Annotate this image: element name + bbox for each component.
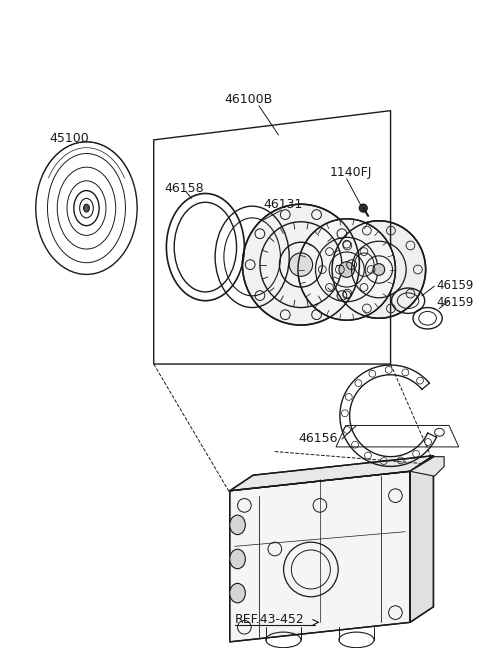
Text: REF.43-452: REF.43-452 (235, 613, 304, 626)
Ellipse shape (298, 219, 396, 320)
Text: 46156: 46156 (298, 432, 337, 445)
Text: 46131: 46131 (264, 198, 303, 211)
Ellipse shape (289, 253, 312, 276)
Polygon shape (230, 471, 410, 642)
Text: 46159: 46159 (436, 296, 474, 309)
Ellipse shape (360, 204, 367, 212)
Text: 45100: 45100 (49, 132, 89, 145)
Polygon shape (230, 456, 433, 491)
Ellipse shape (230, 515, 245, 535)
Ellipse shape (242, 204, 360, 325)
Text: 46100B: 46100B (225, 93, 273, 106)
Ellipse shape (332, 221, 426, 318)
Polygon shape (355, 247, 374, 282)
Text: 1140FJ: 1140FJ (330, 166, 372, 179)
Ellipse shape (230, 583, 245, 603)
Ellipse shape (373, 264, 384, 276)
Polygon shape (410, 456, 433, 623)
Text: 46159: 46159 (436, 279, 474, 293)
Text: 46158: 46158 (165, 182, 204, 195)
Ellipse shape (84, 204, 89, 212)
Ellipse shape (230, 549, 245, 569)
Ellipse shape (339, 262, 355, 277)
Polygon shape (410, 457, 444, 476)
